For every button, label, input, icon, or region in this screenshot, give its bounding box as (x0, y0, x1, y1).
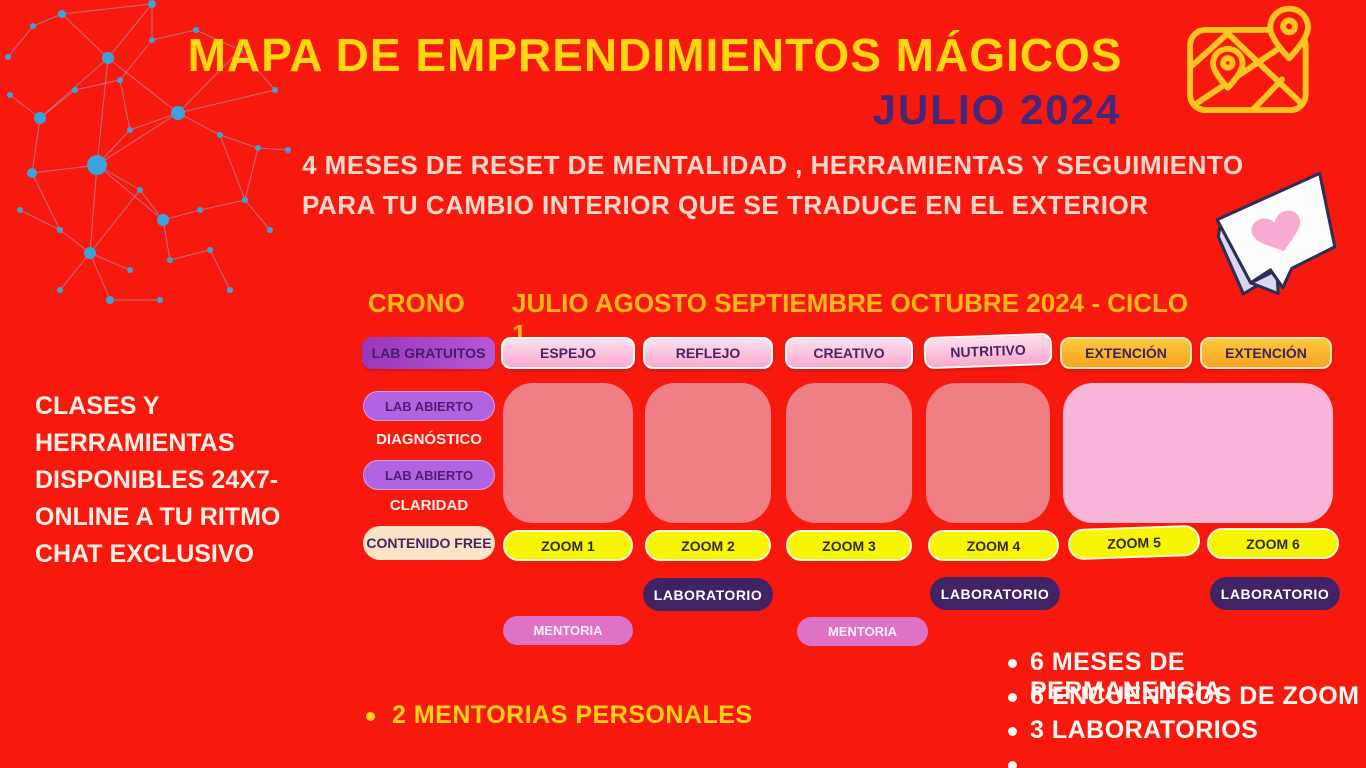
laboratorio-pill-1: LABORATORIO (643, 578, 773, 611)
footer-right-item-2: 6 ENCUENTROS DE ZOOM (1030, 682, 1360, 710)
mentoria-pill-1: MENTORIA (503, 616, 633, 645)
program-column-extencion (1063, 383, 1333, 523)
bullet-dot (1008, 693, 1017, 702)
left-info-text: CLASES Y HERRAMIENTAS DISPONIBLES 24X7- … (35, 388, 355, 573)
mentoria-pill-2: MENTORIA (797, 617, 928, 646)
zoom-5-pill: ZOOM 5 (1067, 524, 1201, 561)
column-header-creativo: CREATIVO (785, 337, 913, 369)
footer-right-item-1: 6 MESES DE PERMANENCIA (1030, 648, 1222, 705)
left-info-line: DISPONIBLES 24X7- (35, 466, 279, 494)
column-header-extencion-1: EXTENCIÓN (1060, 337, 1192, 369)
laboratorio-pill-3: LABORATORIO (1210, 577, 1340, 610)
heart-message-icon (1215, 171, 1337, 296)
program-column-reflejo (645, 383, 771, 523)
side-label-contenido-free: CONTENIDO FREE (363, 526, 495, 560)
tagline-line-1: 4 MESES DE RESET DE MENTALIDAD , HERRAMI… (302, 150, 1244, 180)
column-header-espejo: ESPEJO (501, 337, 635, 369)
months-header: JULIO AGOSTO SEPTIEMBRE OCTUBRE 2024 - C… (512, 288, 1189, 349)
side-label-claridad: CLARIDAD (389, 497, 469, 514)
bullet-dot (1008, 761, 1017, 768)
date-title: JULIO 2024 (872, 86, 1122, 133)
left-info-line: CHAT EXCLUSIVO (35, 540, 254, 568)
column-header-nutritivo: NUTRITIVO (923, 332, 1053, 370)
row-label-lab-gratuitos: LAB GRATUITOS (362, 337, 495, 369)
left-info-line: CLASES Y HERRAMIENTAS (35, 392, 235, 457)
bullet-dot (1008, 659, 1017, 668)
footer-left-item: 2 MENTORIAS PERSONALES (392, 701, 753, 729)
left-info-line: ONLINE A TU RITMO (35, 503, 281, 531)
program-column-espejo (503, 383, 633, 523)
column-header-extencion-2: EXTENCIÓN (1200, 337, 1332, 369)
zoom-4-pill: ZOOM 4 (928, 530, 1059, 561)
column-header-reflejo: REFLEJO (643, 337, 773, 369)
side-label-lab-abierto-1: LAB ABIERTO (363, 391, 495, 421)
network-constellation-graphic (5, 0, 291, 304)
zoom-1-pill: ZOOM 1 (503, 530, 633, 561)
laboratorio-pill-2: LABORATORIO (930, 577, 1060, 610)
zoom-3-pill: ZOOM 3 (786, 530, 912, 561)
program-column-nutritivo (926, 383, 1050, 523)
side-label-diagnostico: DIAGNÓSTICO (376, 431, 482, 448)
footer-right-item-3: 3 LABORATORIOS (1030, 716, 1259, 744)
bullet-dot (1008, 727, 1017, 736)
map-with-pins-icon (1187, 5, 1311, 114)
zoom-2-pill: ZOOM 2 (645, 530, 771, 561)
program-column-creativo (786, 383, 912, 523)
page-title: MAPA DE EMPRENDIMIENTOS MÁGICOS (187, 29, 1123, 81)
side-label-lab-abierto-2: LAB ABIERTO (363, 460, 495, 490)
bullet-dot (366, 712, 375, 721)
tagline-line-2: PARA TU CAMBIO INTERIOR QUE SE TRADUCE E… (302, 190, 1149, 220)
zoom-6-pill: ZOOM 6 (1207, 528, 1339, 559)
crono-label: CRONO (368, 288, 465, 318)
